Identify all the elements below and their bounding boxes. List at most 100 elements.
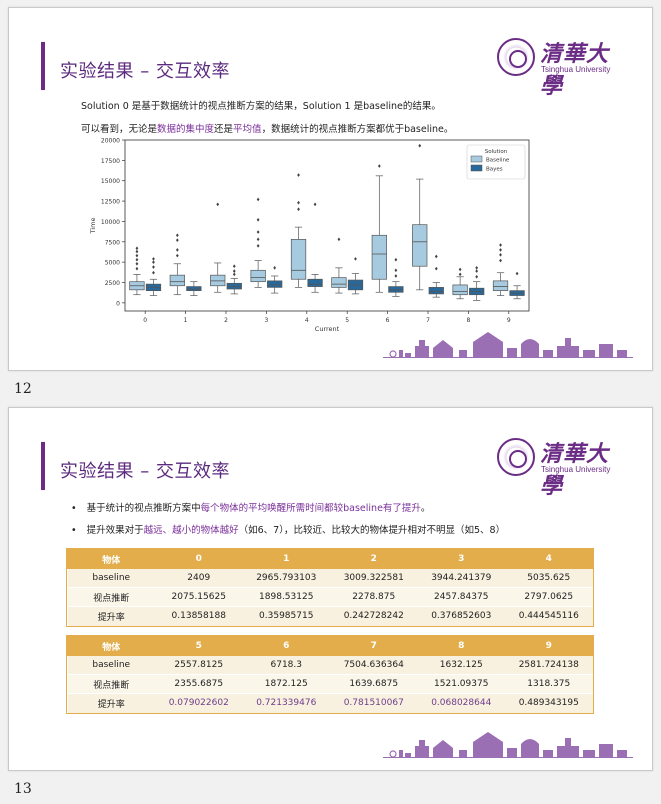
- logo-english-text: Tsinghua University: [541, 465, 611, 474]
- outlier-point: [232, 272, 236, 277]
- row-label: 视点推断: [67, 674, 155, 694]
- column-header: 2: [329, 549, 418, 569]
- table-cell: 1639.6875: [330, 674, 418, 694]
- box-bayes: [307, 278, 323, 287]
- text-segment: 可以看到，无论是: [81, 124, 158, 135]
- text-segment: 。: [420, 503, 431, 514]
- outlier-point: [297, 207, 300, 212]
- outlier-point: [135, 257, 139, 262]
- table-grid: 物体 0 1 2 3 4 baseline 2409 2965.793103 3009.32258…: [67, 549, 593, 626]
- outlier-point: [475, 269, 479, 273]
- table-cell: 1318.375: [505, 674, 593, 694]
- column-header: 6: [242, 636, 331, 656]
- row-label: 提升率: [67, 693, 155, 713]
- y-tick-label: 0: [116, 300, 120, 307]
- highlight-improvement: 每个物体的平均唤醒所需时间都较baseline有了提升: [200, 503, 421, 514]
- table-grid: 物体 5 6 7 8 9 baseline 2557.8125 6718.3 7504.63636…: [67, 636, 593, 713]
- y-axis-label: Time: [89, 218, 97, 235]
- title-accent-bar: [41, 442, 45, 490]
- table-cell: 7504.636364: [330, 655, 418, 675]
- text-segment: 提升效果对于: [86, 525, 144, 536]
- x-tick-label: 6: [386, 317, 390, 324]
- column-header: 9: [504, 636, 593, 656]
- table-row: 视点推断 2075.15625 1898.53125 2278.875 2457.843…: [67, 587, 593, 607]
- column-header: 物体: [67, 549, 156, 569]
- page-number-12: 12: [14, 381, 32, 397]
- y-tick-label: 15000: [101, 178, 120, 185]
- row-label: 提升率: [67, 606, 155, 626]
- outlier-point: [434, 254, 438, 259]
- outlier-point: [499, 253, 502, 257]
- x-tick-label: 0: [143, 317, 147, 324]
- outlier-point: [256, 244, 260, 248]
- slide-title: 实验结果 – 交互效率: [60, 61, 230, 82]
- text-segment: 基于统计的视点推断方案中: [86, 503, 201, 514]
- box-bayes: [226, 282, 242, 290]
- outlier-point: [152, 270, 155, 275]
- outlier-point: [216, 202, 220, 207]
- table-cell: 2409: [155, 568, 243, 588]
- outlier-point: [475, 266, 479, 270]
- title-accent-bar: [41, 42, 45, 90]
- y-tick-label: 5000: [105, 260, 120, 267]
- university-seal-icon: [497, 38, 535, 76]
- column-header: 4: [504, 549, 593, 569]
- box-baseline: [290, 238, 307, 280]
- table-cell: 2581.724138: [505, 655, 593, 675]
- row-label: baseline: [67, 568, 155, 588]
- outlier-point: [232, 264, 236, 269]
- bullet-item-2: • 提升效果对于越远、越小的物体越好（如6、7），比较近、比较大的物体提升相对不明…: [71, 522, 505, 536]
- tsinghua-logo: 清華大學 Tsinghua University: [497, 38, 617, 99]
- outlier-point: [337, 237, 341, 242]
- outlier-point: [175, 248, 179, 252]
- outlier-point: [135, 253, 139, 258]
- outlier-point: [394, 257, 398, 262]
- outlier-point: [499, 243, 502, 247]
- outlier-point: [135, 246, 139, 251]
- box-baseline: [250, 269, 266, 283]
- legend-label: Baseline: [486, 158, 510, 164]
- box-baseline: [492, 280, 509, 291]
- table-cell: 2965.793103: [242, 568, 330, 588]
- outlier-point: [256, 237, 260, 242]
- outlier-point: [175, 238, 179, 242]
- legend-swatch: [470, 155, 483, 163]
- column-header: 3: [417, 549, 506, 569]
- table-cell: 0.13858188: [155, 606, 243, 626]
- row-label: 视点推断: [67, 587, 155, 607]
- slide-title: 实验结果 – 交互效率: [60, 461, 230, 482]
- boxplot-chart: 0 2500 5000 7500 10000 12500 15000 17500 20000 0 1…: [89, 138, 530, 331]
- table-cell: 1632.125: [417, 655, 505, 675]
- table-cell: 3944.241379: [417, 568, 505, 588]
- tsinghua-logo: 清華大學 Tsinghua University: [497, 438, 617, 499]
- table-cell: 2457.84375: [417, 587, 505, 607]
- x-tick-label: 4: [305, 317, 309, 324]
- x-tick-label: 1: [184, 317, 188, 324]
- description-line-1: Solution 0 是基于数据统计的视点推断方案的结果，Solution 1 …: [81, 101, 441, 112]
- x-tick-label: 3: [264, 317, 268, 324]
- column-header: 7: [329, 636, 418, 656]
- box-baseline: [210, 274, 226, 287]
- y-tick-label: 10000: [101, 219, 120, 226]
- table-cell: 0.242728242: [330, 606, 418, 626]
- slide-12: 实验结果 – 交互效率 清華大學 Tsinghua University Sol…: [8, 7, 653, 371]
- column-header: 物体: [67, 636, 156, 656]
- outlier-point: [152, 257, 155, 261]
- outlier-point: [297, 200, 300, 205]
- legend-title: Solution: [485, 149, 508, 155]
- bullet-dot-icon: •: [71, 503, 77, 514]
- outlier-point: [434, 266, 438, 271]
- text-segment: ，数据统计的视点推断方案都优于baseline。: [261, 124, 454, 135]
- table-cell: 1521.09375: [417, 674, 505, 694]
- outlier-point: [394, 268, 398, 273]
- table-row: 提升率 0.13858188 0.35985715 0.242728242 0.3768…: [67, 606, 593, 626]
- outlier-point: [256, 218, 260, 222]
- table-cell: 2278.875: [330, 587, 418, 607]
- outlier-point: [418, 143, 422, 148]
- legend-label: Bayes: [486, 167, 503, 173]
- table-cell: 0.721339476: [242, 693, 330, 713]
- logo-chinese-text: 清華大學: [540, 441, 610, 499]
- table-cell: 1872.125: [242, 674, 330, 694]
- outlier-point: [458, 272, 462, 277]
- results-table-2: 物体 5 6 7 8 9 baseline 2557.8125 6718.3 7504.63636…: [66, 635, 594, 714]
